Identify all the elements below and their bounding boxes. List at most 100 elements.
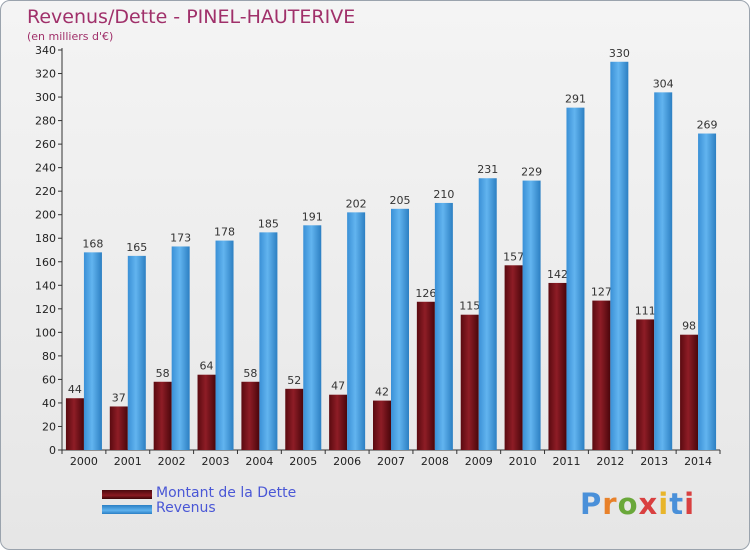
bar-revenus [522,180,541,450]
proxiti-logo: Proxiti [580,487,695,521]
data-label-dette: 58 [156,367,170,380]
x-tick-label: 2012 [596,455,624,468]
x-tick-label: 2001 [114,455,142,468]
bar-dette [373,400,391,450]
chart-subtitle: (en milliers d'€) [27,30,114,43]
data-label-revenus: 229 [521,166,542,179]
data-label-revenus: 205 [390,194,411,207]
y-tick-label: 60 [42,373,56,386]
bar-revenus [347,212,366,450]
bar-dette [548,282,567,450]
bar-dette [285,388,304,450]
data-label-dette: 115 [459,300,480,313]
y-tick-label: 300 [35,91,56,104]
x-tick-label: 2000 [70,455,98,468]
bar-revenus [478,178,497,450]
data-label-revenus: 185 [258,217,279,230]
logo-letter: r [602,487,618,521]
bar-revenus [83,252,102,450]
data-label-dette: 111 [635,304,656,317]
bar-dette [241,381,260,450]
y-tick-label: 340 [35,44,56,57]
y-tick-label: 260 [35,138,56,151]
data-label-dette: 37 [112,391,126,404]
bar-dette [197,374,216,450]
x-tick-label: 2014 [684,455,712,468]
y-tick-label: 140 [35,279,56,292]
logo-letter: P [580,487,603,521]
bar-dette [416,301,435,450]
bar-dette [592,300,611,450]
data-label-revenus: 168 [82,237,103,250]
x-tick-label: 2011 [552,455,580,468]
bar-revenus [654,92,673,451]
data-label-dette: 126 [415,287,436,300]
bar-revenus [698,133,717,450]
bar-revenus [391,208,409,450]
x-tick-label: 2003 [202,455,230,468]
logo-letter: i [658,487,670,521]
logo-letter: o [617,487,639,521]
y-tick-label: 200 [35,209,56,222]
data-label-dette: 47 [331,380,345,393]
logo-letter: x [638,487,659,521]
y-tick-label: 80 [42,350,56,363]
x-tick-label: 2002 [158,455,186,468]
legend-label-revenus: Revenus [156,500,216,516]
y-tick-label: 240 [35,162,56,175]
data-label-revenus: 304 [653,77,674,90]
data-label-revenus: 210 [433,188,454,201]
bar-dette [680,334,699,450]
bar-dette [153,381,172,450]
y-tick-label: 40 [42,397,56,410]
legend-swatch-revenus [102,505,152,514]
data-label-revenus: 291 [565,93,586,106]
x-tick-label: 2005 [289,455,317,468]
data-label-dette: 157 [503,250,524,263]
bar-revenus [610,61,629,450]
data-label-revenus: 165 [126,241,147,254]
bar-dette [636,319,655,450]
bar-dette [504,265,523,450]
data-label-dette: 44 [68,383,82,396]
bar-revenus [215,240,234,450]
chart-title: Revenus/Dette - PINEL-HAUTERIVE [27,6,356,28]
bar-dette [65,398,84,450]
x-tick-label: 2006 [333,455,361,468]
data-label-revenus: 231 [477,163,498,176]
y-tick-label: 180 [35,232,56,245]
y-tick-label: 280 [35,115,56,128]
x-tick-label: 2013 [640,455,668,468]
data-label-dette: 64 [200,360,214,373]
data-label-revenus: 178 [214,226,235,239]
bar-dette [109,406,128,450]
y-tick-label: 0 [49,444,56,457]
data-label-dette: 52 [287,374,301,387]
legend-label-dette: Montant de la Dette [156,485,297,501]
bar-revenus [171,246,190,450]
logo-letter: t [669,487,685,521]
y-tick-label: 160 [35,256,56,269]
bar-dette [460,314,479,450]
y-tick-label: 100 [35,326,56,339]
y-tick-label: 320 [35,68,56,81]
data-label-dette: 98 [682,320,696,333]
logo-letter: i [684,487,696,521]
legend-swatch-dette [102,490,152,499]
bar-revenus [127,255,146,450]
data-label-dette: 127 [591,286,612,299]
data-label-revenus: 269 [697,119,718,132]
data-label-dette: 58 [243,367,257,380]
data-label-revenus: 202 [346,197,367,210]
x-tick-label: 2008 [421,455,449,468]
data-label-revenus: 173 [170,231,191,244]
x-tick-label: 2004 [245,455,273,468]
data-label-dette: 142 [547,268,568,281]
x-tick-label: 2010 [509,455,537,468]
y-tick-label: 220 [35,185,56,198]
x-tick-label: 2009 [465,455,493,468]
data-label-dette: 42 [375,386,389,399]
data-label-revenus: 191 [302,210,323,223]
bar-revenus [434,202,453,450]
